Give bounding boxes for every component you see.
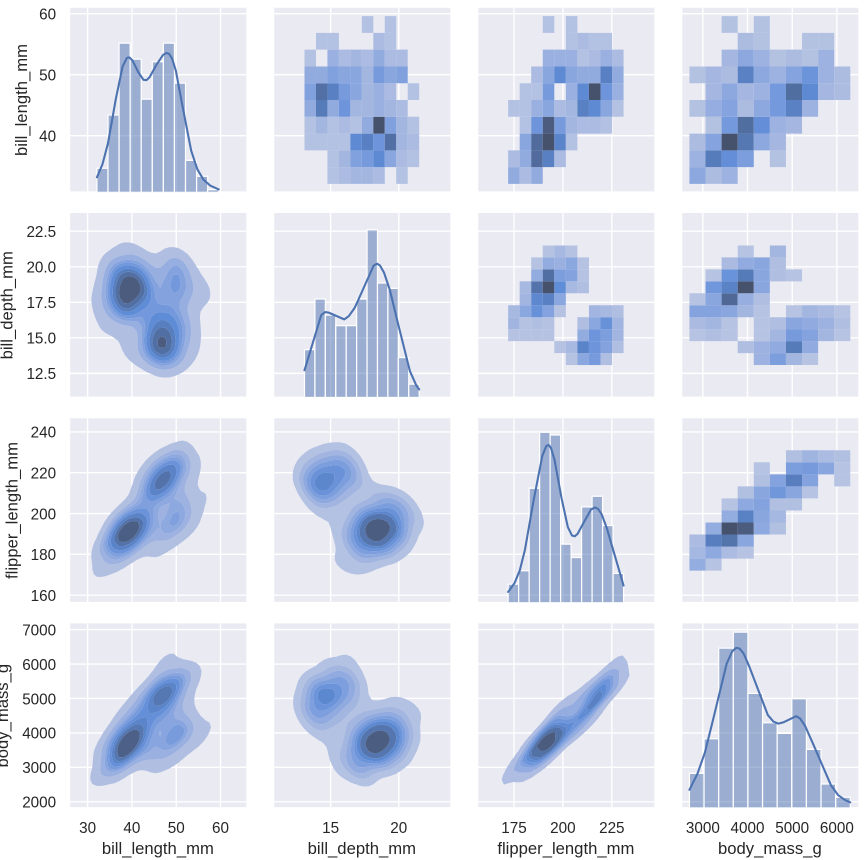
svg-text:20: 20 xyxy=(390,820,407,837)
svg-text:bill_depth_mm: bill_depth_mm xyxy=(308,839,416,858)
svg-text:200: 200 xyxy=(31,506,56,523)
svg-text:7000: 7000 xyxy=(22,622,56,639)
svg-text:200: 200 xyxy=(550,820,575,837)
svg-text:bill_length_mm: bill_length_mm xyxy=(12,44,31,156)
svg-text:220: 220 xyxy=(31,466,56,483)
svg-text:50: 50 xyxy=(168,820,185,837)
svg-text:flipper_length_mm: flipper_length_mm xyxy=(3,442,22,579)
svg-text:bill_length_mm: bill_length_mm xyxy=(102,839,214,858)
svg-text:60: 60 xyxy=(212,820,229,837)
svg-text:175: 175 xyxy=(501,820,526,837)
svg-text:5000: 5000 xyxy=(22,691,56,708)
svg-text:240: 240 xyxy=(31,425,56,442)
svg-text:60: 60 xyxy=(39,6,56,23)
svg-text:15: 15 xyxy=(322,820,339,837)
svg-text:40: 40 xyxy=(123,820,140,837)
svg-text:17.5: 17.5 xyxy=(26,295,56,312)
svg-text:5000: 5000 xyxy=(775,820,809,837)
svg-text:12.5: 12.5 xyxy=(26,366,56,383)
svg-text:20.0: 20.0 xyxy=(26,260,56,277)
svg-text:4000: 4000 xyxy=(731,820,765,837)
svg-text:180: 180 xyxy=(31,547,56,564)
svg-text:body_mass_g: body_mass_g xyxy=(0,664,12,768)
svg-text:4000: 4000 xyxy=(22,726,56,743)
svg-text:6000: 6000 xyxy=(820,820,854,837)
svg-text:225: 225 xyxy=(599,820,624,837)
svg-text:6000: 6000 xyxy=(22,657,56,674)
svg-text:40: 40 xyxy=(39,129,56,146)
svg-text:flipper_length_mm: flipper_length_mm xyxy=(497,839,634,858)
svg-text:3000: 3000 xyxy=(22,760,56,777)
svg-text:body_mass_g: body_mass_g xyxy=(718,839,822,858)
svg-text:15.0: 15.0 xyxy=(26,331,56,348)
svg-text:22.5: 22.5 xyxy=(26,224,56,241)
svg-text:bill_depth_mm: bill_depth_mm xyxy=(0,251,17,359)
svg-text:2000: 2000 xyxy=(22,795,56,812)
svg-text:160: 160 xyxy=(31,588,56,605)
svg-text:30: 30 xyxy=(79,820,96,837)
svg-text:50: 50 xyxy=(39,68,56,85)
svg-text:3000: 3000 xyxy=(686,820,720,837)
